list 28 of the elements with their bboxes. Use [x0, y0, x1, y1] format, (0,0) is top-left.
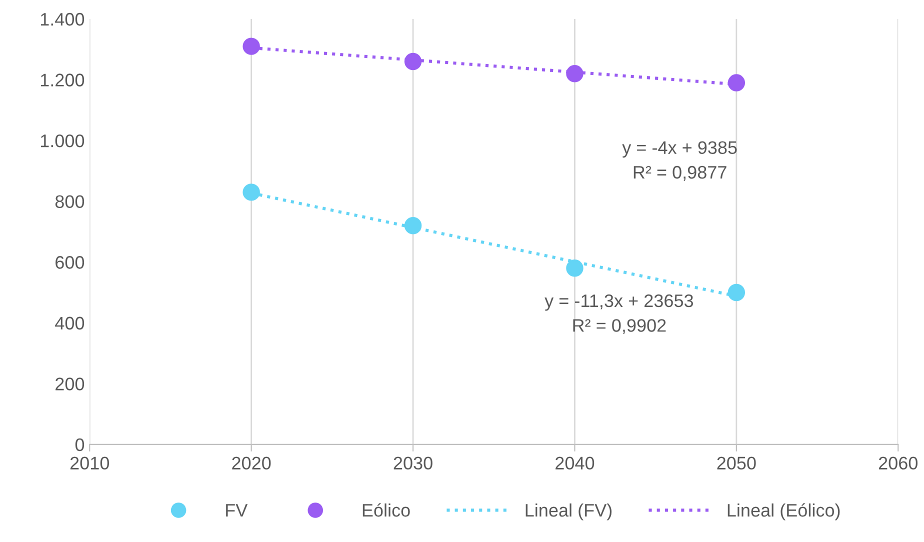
- y-tick-label: 200: [56, 378, 84, 390]
- y-tick-label: 1.400: [40, 12, 84, 26]
- x-tick-label: 2060: [878, 456, 918, 470]
- y-tick-label: 400: [55, 316, 84, 330]
- x-tick-label: 2030: [394, 456, 432, 470]
- point: [566, 260, 584, 277]
- x-tick-label: 2050: [717, 456, 756, 470]
- point: [404, 52, 422, 70]
- y-tick-label: 1.000: [40, 134, 84, 148]
- x-tick-label: 2020: [232, 456, 271, 470]
- x-tick-label: 2010: [70, 456, 110, 470]
- y-tick-label: 600: [56, 256, 84, 269]
- y-tick-label: 0: [75, 438, 84, 452]
- point: [728, 74, 746, 92]
- point: [566, 65, 584, 82]
- annotation: y = -4x + 9385 R² = 0,9877: [622, 141, 737, 181]
- legend-label: Eólico: [362, 503, 410, 517]
- point: [404, 217, 422, 234]
- legend-label: FV: [226, 504, 248, 517]
- point: [242, 184, 260, 201]
- legend-label: Lineal (FV): [526, 503, 612, 520]
- y-tick-label: 800: [55, 195, 84, 208]
- x-tick-label: 2040: [556, 456, 594, 470]
- annotation: y = -11,3x + 23653 R² = 0,9902: [544, 294, 694, 334]
- y-tick-label: 1.200: [40, 74, 84, 86]
- legend-label: Lineal (Eólico): [728, 503, 840, 520]
- point: [728, 284, 746, 302]
- point: [242, 38, 260, 55]
